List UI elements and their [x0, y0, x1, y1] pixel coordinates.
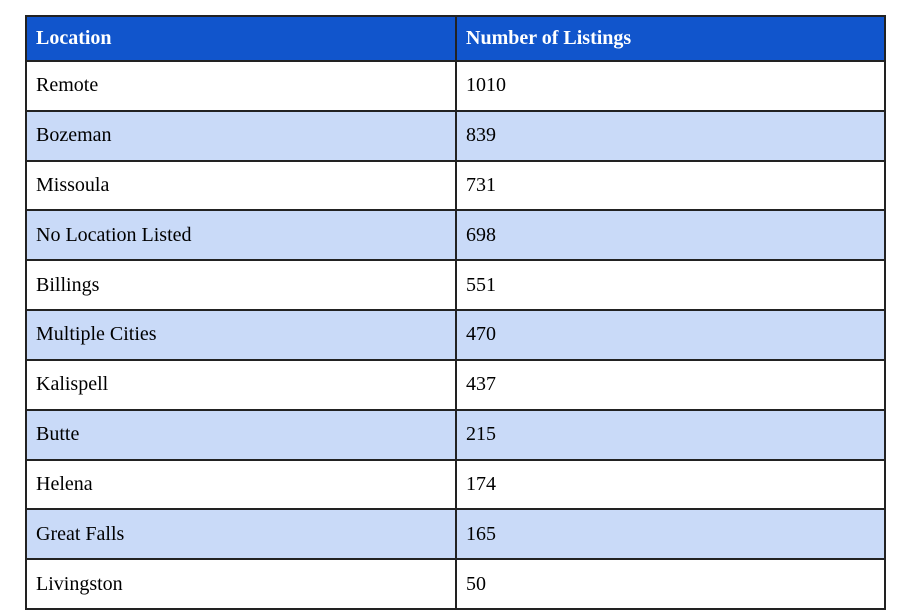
cell-location: Bozeman: [25, 109, 457, 162]
cell-location: Butte: [25, 408, 457, 461]
table-row: No Location Listed 698: [25, 209, 886, 262]
cell-number-of-listings: 50: [455, 558, 886, 610]
cell-location: Great Falls: [25, 508, 457, 561]
cell-location: Multiple Cities: [25, 309, 457, 361]
column-header-location: Location: [25, 15, 457, 62]
table-row: Livingston 50: [25, 558, 886, 610]
cell-number-of-listings: 215: [455, 408, 886, 461]
table-row: Great Falls 165: [25, 508, 886, 561]
table-row: Missoula 731: [25, 159, 886, 212]
cell-number-of-listings: 470: [455, 309, 886, 361]
cell-location: Billings: [25, 259, 457, 312]
cell-number-of-listings: 551: [455, 259, 886, 312]
table-header-row: Location Number of Listings: [25, 15, 886, 62]
table-row: Multiple Cities 470: [25, 309, 886, 361]
cell-number-of-listings: 1010: [455, 60, 886, 112]
cell-number-of-listings: 165: [455, 508, 886, 561]
cell-location: Remote: [25, 60, 457, 112]
table-row: Billings 551: [25, 259, 886, 312]
table-row: Butte 215: [25, 408, 886, 461]
cell-number-of-listings: 437: [455, 358, 886, 411]
table-row: Helena 174: [25, 458, 886, 511]
cell-location: Livingston: [25, 558, 457, 610]
cell-number-of-listings: 839: [455, 109, 886, 162]
column-header-number-of-listings: Number of Listings: [455, 15, 886, 62]
cell-location: Kalispell: [25, 358, 457, 411]
cell-location: Helena: [25, 458, 457, 511]
cell-number-of-listings: 731: [455, 159, 886, 212]
listings-table: Location Number of Listings Remote 1010 Bo…: [25, 15, 886, 610]
cell-number-of-listings: 174: [455, 458, 886, 511]
cell-number-of-listings: 698: [455, 209, 886, 262]
table-row: Remote 1010: [25, 60, 886, 112]
table-row: Bozeman 839: [25, 109, 886, 162]
cell-location: No Location Listed: [25, 209, 457, 262]
table-row: Kalispell 437: [25, 358, 886, 411]
cell-location: Missoula: [25, 159, 457, 212]
table-body: Remote 1010 Bozeman 839 Missoula 731 No Locati…: [25, 60, 886, 610]
